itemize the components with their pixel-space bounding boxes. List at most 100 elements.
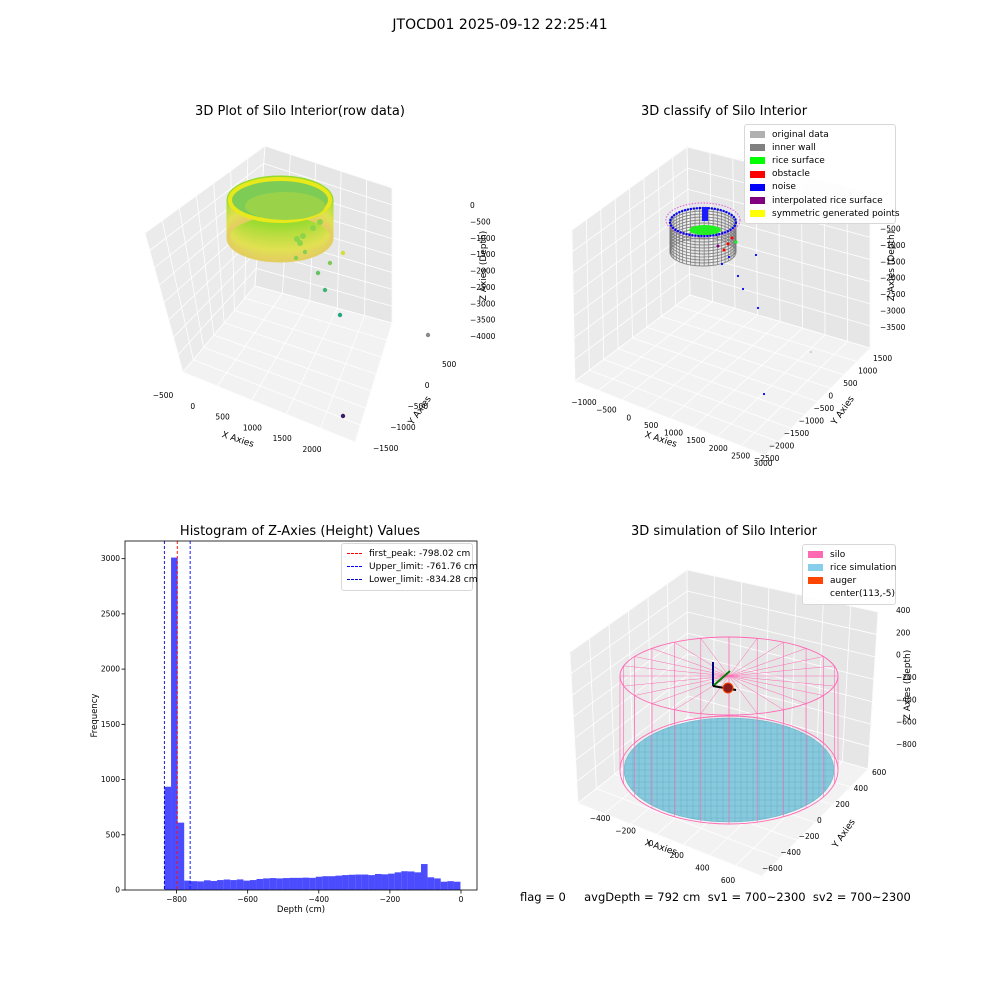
cls-legend-item: symmetric generated points — [750, 207, 900, 220]
histogram-plot-area: −800 −600 −400 −200 0 0 500 1000 1500 2000 2500 300… — [90, 540, 478, 915]
sim-scene — [619, 636, 839, 825]
sim-grid-line — [576, 695, 870, 782]
raw-data-point — [340, 250, 346, 256]
cls-legend-swatch — [750, 157, 765, 165]
cls-y-tick-label: −1000 — [799, 417, 825, 426]
raw-grid-line — [182, 285, 393, 373]
figure-title: JTOCD01 2025-09-12 22:25:41 — [392, 17, 608, 33]
sim-silo-roof-line — [728, 675, 758, 714]
raw-z-tick-label: −2500 — [470, 283, 496, 292]
sim-silo-roof-line — [728, 675, 807, 704]
histogram-y-tick-label: 500 — [106, 830, 121, 839]
histogram-bar — [361, 874, 369, 890]
cls-grid-line — [629, 188, 633, 339]
cls-grid-line — [693, 327, 803, 428]
sim-x-tick-label: −200 — [615, 826, 636, 835]
sim-silo-roof-line — [728, 648, 807, 677]
cls-grid-line — [573, 231, 871, 317]
histogram-chart[interactable]: −800 −600 −400 −200 0 0 500 1000 1500 2000 2500 300… — [0, 500, 500, 920]
simulation-3d-plot[interactable]: −400−20002004006006004002000−200−400−600… — [500, 500, 1000, 900]
histogram-y-tick-label: 1500 — [101, 720, 120, 729]
sim-grid-line — [577, 802, 763, 877]
cls-x-tick-label: −500 — [596, 406, 617, 415]
sim-legend-label: auger — [830, 575, 857, 586]
cls-grid-line — [645, 314, 758, 410]
sim-grid-line — [841, 605, 852, 762]
sim-x-tick-label: 0 — [649, 839, 654, 848]
cls-z-tick-label: −3000 — [880, 307, 906, 316]
sim-y-tick-label: 0 — [817, 816, 822, 825]
cls-legend-label: interpolated rice surface — [772, 195, 883, 206]
cls-grid-line — [614, 198, 619, 349]
cls-z-tick-label: −1000 — [880, 241, 906, 250]
cls-grid-line — [657, 167, 662, 317]
cls-data-point — [726, 242, 730, 246]
raw-grid-line — [285, 308, 338, 415]
cls-x-tick-label: 3000 — [753, 459, 772, 468]
cls-grid-line — [600, 209, 605, 360]
cls-legend-item: rice surface — [750, 154, 890, 167]
sim-z-tick-label: −200 — [896, 673, 917, 682]
histogram-legend: first_peak: -798.02 cm Upper_limit: -761.… — [341, 543, 478, 591]
sim-silo-roof-line — [623, 675, 730, 687]
cls-noise-point — [762, 392, 766, 396]
sim-grid-line — [572, 611, 876, 696]
raw-z-tick-label: −2000 — [470, 267, 496, 276]
cls-z-axis-label: Z Axies (Depth) — [887, 231, 897, 302]
histogram-bar — [368, 875, 375, 890]
cls-data-point — [734, 240, 738, 244]
sim-silo-roof-line — [674, 675, 730, 710]
histogram-x-axis-label: Depth (cm) — [277, 905, 325, 915]
sim-silo-roof-line — [651, 675, 730, 704]
cls-grid-line — [571, 229, 576, 382]
cls-legend-label: obstacle — [772, 169, 810, 180]
classify-3d-plot[interactable]: −1000−5000500100015002000250030001500100… — [500, 0, 1000, 500]
sim-grid-line — [667, 583, 671, 732]
cls-x-tick-label: −1000 — [571, 398, 597, 407]
raw-data-point — [310, 225, 316, 231]
cls-x-tick-label: 0 — [626, 413, 631, 422]
raw-y-tick-label: 500 — [442, 360, 457, 369]
histogram-bar — [197, 881, 204, 890]
sim-silo-roof-line — [674, 642, 730, 677]
sim-x-tick-label: −400 — [590, 814, 611, 823]
histogram-x-tick-label: −800 — [166, 895, 187, 904]
hist-legend-item: first_peak: -798.02 cm — [347, 547, 470, 560]
sim-grid-line — [608, 624, 616, 775]
raw-y-tick-label: −1500 — [373, 444, 399, 453]
raw-z-tick-label: −500 — [470, 217, 491, 226]
raw-data-point — [294, 236, 300, 242]
histogram-bar — [315, 876, 323, 890]
sim-silo-roof-line — [623, 665, 730, 677]
raw-3d-plot[interactable]: −500 0 500 1000 1500 2000 500 0 −500 −1000 −1500 0 −… — [0, 0, 500, 500]
cls-grid-line — [669, 321, 781, 419]
cls-data-point — [722, 248, 726, 252]
hist-legend-item: Lower_limit: -834.28 cm — [347, 573, 477, 586]
sim-x-tick-label: 400 — [695, 864, 710, 873]
cls-grid-line — [598, 301, 713, 391]
sim-y-axis-label: Y Axies — [830, 817, 858, 850]
sim-grid-line — [713, 575, 715, 725]
cls-y-tick-label: −2500 — [754, 454, 780, 463]
sim-y-tick-label: 600 — [872, 768, 887, 777]
sim-z-axis-label: Z Axies (Depth) — [903, 650, 913, 721]
histogram-bar — [335, 875, 343, 890]
histogram-bar — [302, 877, 310, 890]
sim-silo-roof-line — [728, 638, 758, 677]
cls-grid-line — [574, 273, 871, 360]
cls-noise-cluster — [702, 207, 708, 221]
sim-grid-line — [647, 597, 652, 746]
histogram-bar — [328, 876, 336, 890]
cls-legend-item: interpolated rice surface — [750, 194, 890, 207]
sim-y-tick-label: 400 — [854, 784, 869, 793]
cls-legend-label: noise — [772, 182, 796, 193]
hist-legend-item: Upper_limit: -761.76 cm — [347, 560, 478, 573]
histogram-bar — [421, 864, 428, 890]
classify-legend: original data inner wall rice surface obsta… — [744, 124, 900, 225]
raw-z-tick-label: −3000 — [470, 299, 496, 308]
sim-z-tick-label: 400 — [896, 606, 911, 615]
histogram-x-tick-label: −400 — [308, 895, 329, 904]
histogram-bar — [342, 875, 349, 890]
cls-legend-item: inner wall — [750, 141, 890, 154]
sim-grid-line — [790, 593, 797, 747]
